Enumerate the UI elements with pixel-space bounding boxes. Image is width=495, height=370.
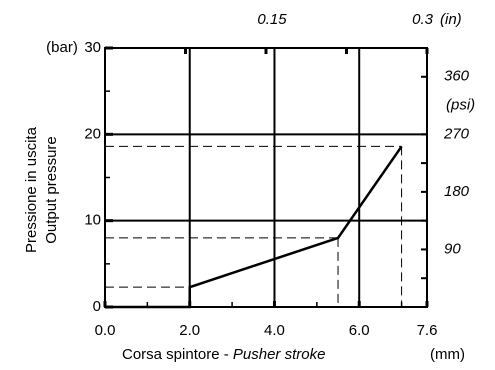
y2-unit: (psi) — [446, 97, 475, 114]
y-axis-label: Output pressure — [43, 136, 60, 244]
y-tick-label: 10 — [84, 212, 101, 229]
data-line — [105, 145, 403, 309]
x-tick-label: 4.0 — [264, 322, 285, 339]
x-tick-label: 2.0 — [179, 322, 200, 339]
x2-tick-label: 0.3 — [412, 11, 434, 28]
y-tick-label: 20 — [84, 125, 101, 142]
x2-unit: (in) — [440, 11, 462, 28]
x2-tick-label: 0.15 — [257, 11, 287, 28]
y-tick-label: 30 — [84, 39, 101, 56]
x-tick-label: 7.6 — [417, 322, 438, 339]
x-unit: (mm) — [430, 346, 465, 363]
x-tick-label: 0.0 — [95, 322, 116, 339]
y2-tick-label: 360 — [444, 68, 470, 85]
x-axis-label: Corsa spintore - Pusher stroke — [122, 346, 325, 363]
y-unit: (bar) — [46, 39, 78, 56]
y2-tick-label: 270 — [443, 125, 470, 142]
y-axis-label: Pressione in uscita — [23, 126, 40, 253]
plot-frame — [104, 47, 428, 308]
y2-tick-label: 90 — [444, 240, 461, 257]
y-tick-label: 0 — [93, 298, 101, 315]
y2-tick-label: 180 — [444, 183, 470, 200]
x-tick-label: 6.0 — [349, 322, 370, 339]
